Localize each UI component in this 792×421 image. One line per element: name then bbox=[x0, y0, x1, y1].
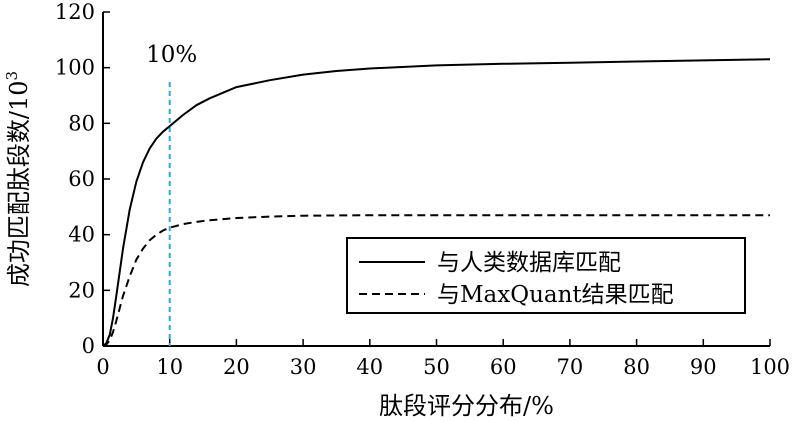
x-axis-label: 肽段评分分布/% bbox=[379, 392, 554, 420]
annotation-layer: 10% bbox=[146, 42, 197, 346]
y-tick-label: 100 bbox=[55, 56, 95, 80]
x-tick-label: 60 bbox=[490, 355, 517, 379]
y-axis-label: 成功匹配肽段数/103 bbox=[3, 71, 33, 287]
y-tick-label: 40 bbox=[68, 223, 95, 247]
x-tick-label: 10 bbox=[156, 355, 183, 379]
x-tick-label: 70 bbox=[557, 355, 584, 379]
x-tick-label: 0 bbox=[96, 355, 109, 379]
y-tick-label: 80 bbox=[68, 111, 95, 135]
axes: 0 10 20 30 40 50 60 70 80 90 100 0 20 40 60 80 100 120 肽段评… bbox=[3, 0, 790, 420]
y-tick-label: 0 bbox=[82, 334, 95, 358]
legend-box bbox=[346, 237, 746, 314]
threshold-label: 10% bbox=[146, 42, 197, 68]
x-tick-label: 50 bbox=[423, 355, 450, 379]
series-line-1 bbox=[102, 58, 771, 347]
x-tick-label: 90 bbox=[690, 355, 717, 379]
y-tick-label: 120 bbox=[55, 0, 95, 24]
legend-label-2: 与MaxQuant结果匹配 bbox=[437, 282, 674, 308]
y-tick-label: 20 bbox=[68, 278, 95, 302]
x-tick-label: 80 bbox=[623, 355, 650, 379]
series-layer bbox=[102, 58, 771, 347]
x-tick-label: 100 bbox=[750, 355, 790, 379]
x-tick-label: 20 bbox=[223, 355, 250, 379]
y-axis-label-exponent: 3 bbox=[3, 71, 21, 81]
legend-label-1: 与人类数据库匹配 bbox=[437, 250, 621, 276]
x-tick-label: 40 bbox=[356, 355, 383, 379]
x-tick-label: 30 bbox=[290, 355, 317, 379]
y-tick-label: 60 bbox=[68, 167, 95, 191]
